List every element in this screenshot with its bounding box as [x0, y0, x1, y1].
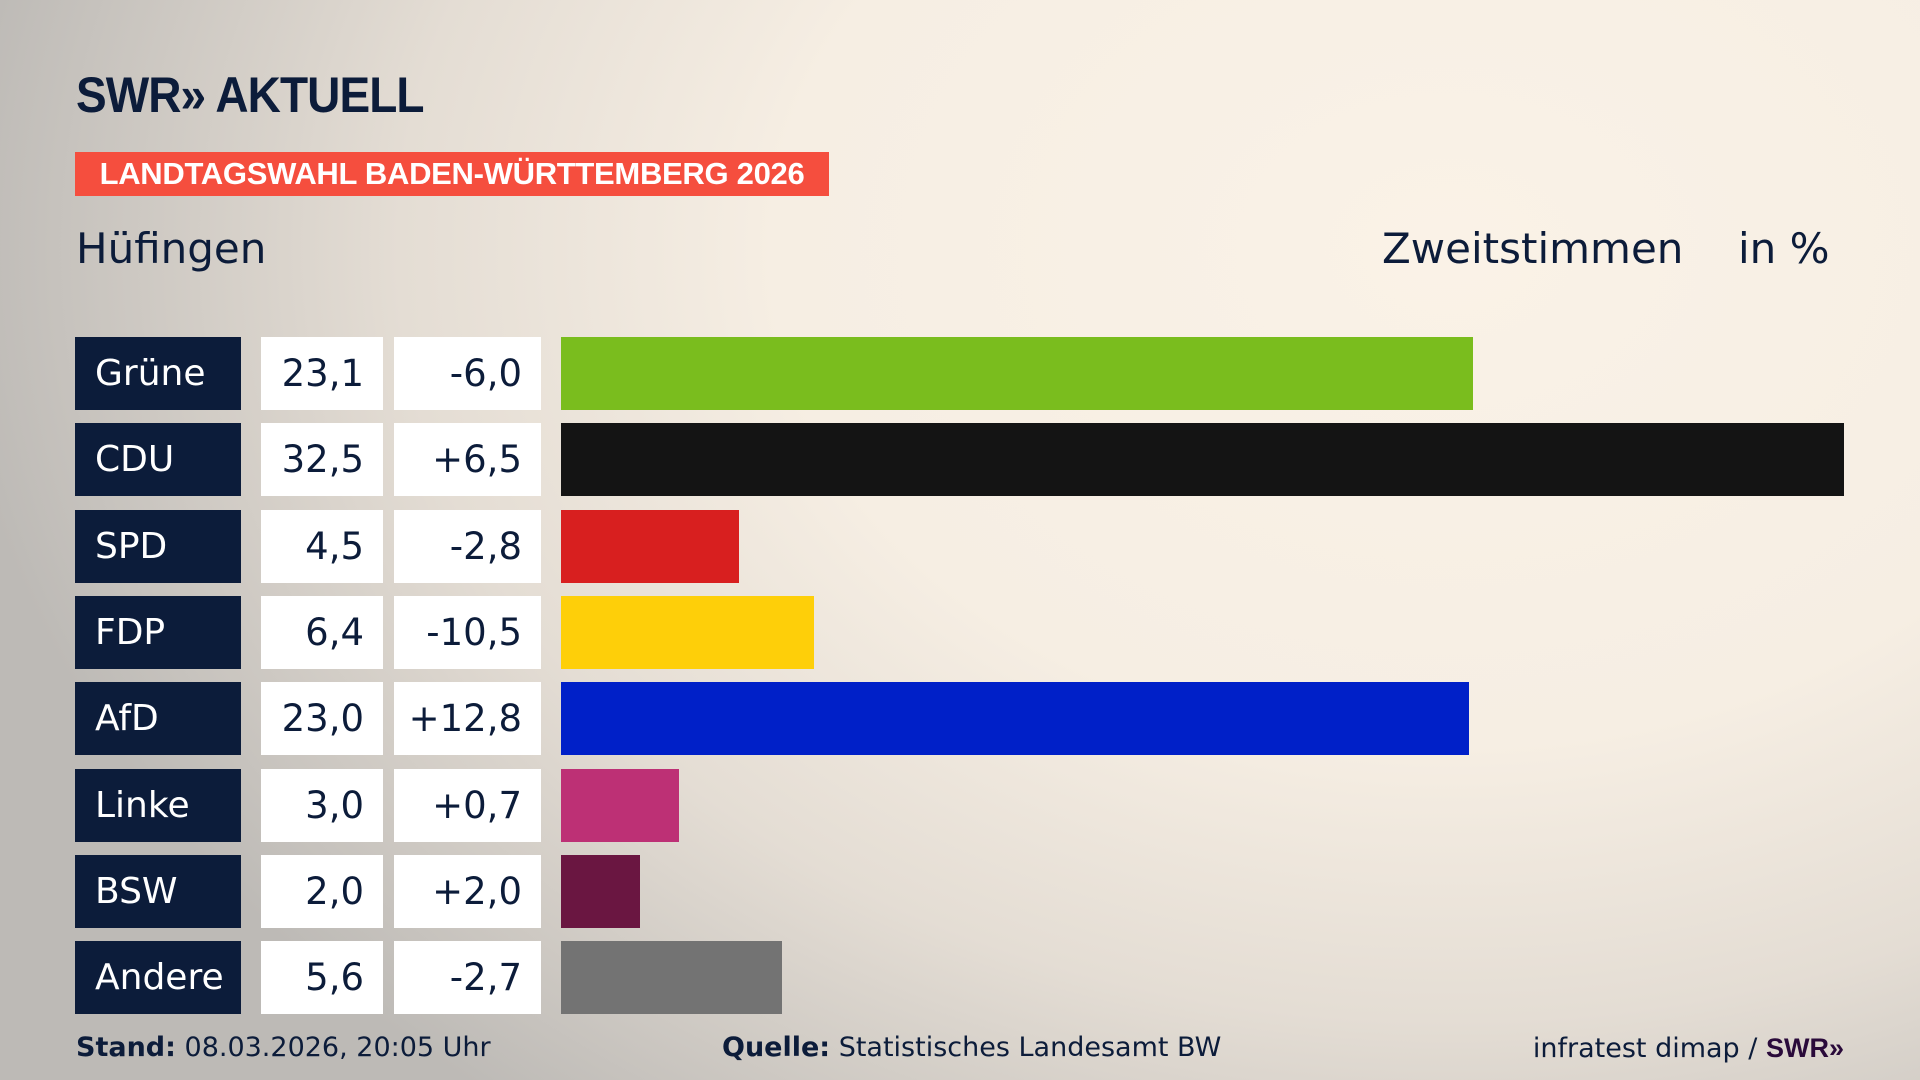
party-label: CDU — [75, 423, 241, 497]
credit: infratest dimap / SWR» — [1533, 1030, 1844, 1067]
diff-label: -2,8 — [394, 509, 541, 583]
diff-label: -2,7 — [394, 941, 541, 1015]
party-label: FDP — [75, 595, 241, 669]
party-label: BSW — [75, 854, 241, 928]
stand-label: Stand: — [76, 1032, 176, 1063]
bar — [561, 595, 814, 669]
chart-row: Grüne 23,1 -6,0 — [0, 337, 1920, 410]
diff-label: +6,5 — [394, 423, 541, 497]
value-label: 4,5 — [261, 509, 383, 583]
value-label: 23,0 — [261, 682, 383, 756]
value-label: 2,0 — [261, 854, 383, 928]
chart-row: FDP 6,4 -10,5 — [0, 595, 1920, 669]
chart-row: SPD 4,5 -2,8 — [0, 509, 1920, 583]
diff-label: +12,8 — [394, 682, 541, 756]
chart-row: BSW 2,0 +2,0 — [0, 854, 1920, 928]
source-value: Statistisches Landesamt BW — [838, 1032, 1222, 1063]
chart-row: Andere 5,6 -2,7 — [0, 941, 1920, 1015]
value-label: 6,4 — [261, 595, 383, 669]
credit-text: infratest dimap / — [1532, 1033, 1758, 1064]
unit-label: in % — [1738, 224, 1830, 273]
swr-logo: SWR» — [1765, 1033, 1844, 1063]
bar — [561, 509, 739, 583]
bar — [561, 854, 640, 928]
party-label: SPD — [75, 509, 241, 583]
diff-label: -6,0 — [394, 337, 541, 410]
metric-label: Zweitstimmen — [1382, 224, 1684, 273]
diff-label: +2,0 — [394, 854, 541, 928]
diff-label: -10,5 — [394, 595, 541, 669]
bar — [561, 337, 1473, 410]
place-title: Hüfingen — [76, 224, 267, 273]
diff-label: +0,7 — [394, 768, 541, 842]
value-label: 32,5 — [261, 423, 383, 497]
chart-row: AfD 23,0 +12,8 — [0, 682, 1920, 756]
stand: Stand: 08.03.2026, 20:05 Uhr — [76, 1030, 491, 1066]
chart-row: Linke 3,0 +0,7 — [0, 768, 1920, 842]
chart-row: CDU 32,5 +6,5 — [0, 423, 1920, 497]
election-banner: LANDTAGSWAHL BADEN-WÜRTTEMBERG 2026 — [75, 152, 829, 196]
bar — [561, 423, 1844, 497]
source-label: Quelle: — [722, 1032, 831, 1063]
party-label: Andere — [75, 941, 241, 1015]
value-label: 5,6 — [261, 941, 383, 1015]
bar — [561, 682, 1469, 756]
stand-value: 08.03.2026, 20:05 Uhr — [184, 1032, 491, 1063]
party-label: AfD — [75, 682, 241, 756]
party-label: Grüne — [75, 337, 241, 410]
bar — [561, 768, 680, 842]
source: Quelle: Statistisches Landesamt BW — [722, 1030, 1221, 1066]
party-label: Linke — [75, 768, 241, 842]
value-label: 23,1 — [261, 337, 383, 410]
bar — [561, 941, 783, 1015]
value-label: 3,0 — [261, 768, 383, 842]
swr-aktuell-logo: SWR» AKTUELL — [76, 67, 424, 123]
